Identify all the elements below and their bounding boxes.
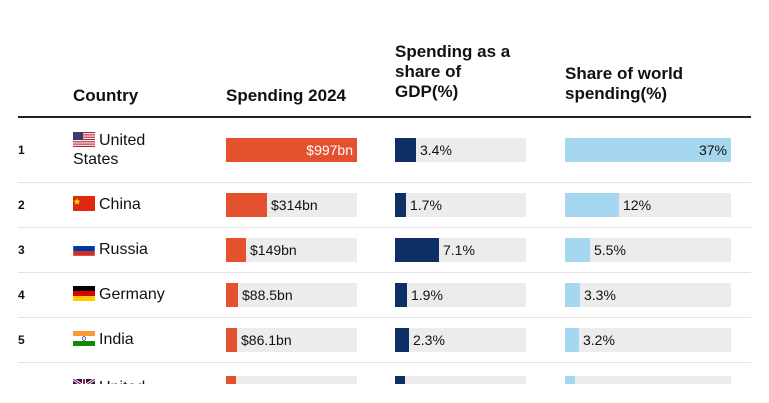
header-divider	[18, 116, 751, 118]
country-name: United	[73, 131, 145, 150]
spending-label: $314bn	[271, 197, 318, 213]
gdp-bar	[395, 283, 407, 307]
spending-track: $86.1bn	[226, 328, 357, 352]
rank-number: 1	[18, 143, 25, 157]
gdp-track: 7.1%	[395, 238, 526, 262]
gdp-track: 3.4%	[395, 138, 526, 162]
germany-flag-icon	[73, 286, 95, 301]
country-cell: China	[73, 195, 141, 214]
country-name-line-1: China	[99, 196, 141, 213]
rank-number: 2	[18, 198, 25, 212]
column-header-gdp-share: Spending as a share of GDP(%)	[395, 42, 545, 102]
spending-bar	[226, 238, 246, 262]
country-name-line-2: States	[73, 151, 119, 168]
country-name: Russia	[72, 240, 148, 259]
spending-bar	[226, 193, 267, 217]
gdp-header-line-2: share of	[395, 62, 462, 81]
share-label: 37%	[698, 142, 727, 158]
row-divider	[18, 182, 751, 183]
gdp-label: 1.9%	[411, 287, 443, 303]
spending-label: $997bn	[306, 142, 353, 158]
country-cell: Russia	[72, 240, 148, 259]
share-bar	[565, 138, 731, 162]
spending-bar	[226, 328, 237, 352]
gdp-header-line-3: GDP(%)	[395, 82, 459, 101]
column-header-country: Country	[73, 86, 139, 105]
bottom-clip	[0, 384, 769, 403]
gdp-header-line-1: Spending as a	[395, 42, 511, 61]
share-track: 5.5%	[565, 238, 731, 262]
gdp-label: 2.3%	[413, 332, 445, 348]
row-divider	[18, 272, 751, 273]
column-header-spending: Spending 2024	[226, 86, 346, 105]
country-name: India	[73, 330, 134, 349]
share-label: 3.3%	[584, 287, 616, 303]
spending-label: $88.5bn	[242, 287, 293, 303]
spending-track: $88.5bn	[226, 283, 357, 307]
gdp-track: 2.3%	[395, 328, 526, 352]
spending-bar	[226, 138, 357, 162]
china-flag-icon	[73, 196, 95, 211]
country-name-line-1: Russia	[99, 241, 148, 258]
country-cell: India	[73, 330, 134, 349]
russia-flag-icon	[72, 240, 96, 257]
rank-number: 5	[18, 333, 25, 347]
country-cell: Germany	[73, 285, 165, 304]
share-bar	[565, 193, 619, 217]
country-name-line-1: India	[99, 331, 134, 348]
spending-track: $997bn	[226, 138, 357, 162]
india-flag-icon	[73, 331, 95, 346]
country-name: China	[73, 195, 141, 214]
share-track: 3.2%	[565, 328, 731, 352]
share-track: 12%	[565, 193, 731, 217]
rank-number: 4	[18, 288, 25, 302]
share-track: 37%	[565, 138, 731, 162]
spending-label: $149bn	[250, 242, 297, 258]
gdp-label: 7.1%	[443, 242, 475, 258]
share-header-line-2: spending(%)	[565, 84, 667, 103]
country-name: Germany	[73, 285, 165, 304]
spending-track: $314bn	[226, 193, 357, 217]
gdp-label: 1.7%	[410, 197, 442, 213]
spending-track: $149bn	[226, 238, 357, 262]
share-label: 12%	[623, 197, 652, 213]
share-bar	[565, 238, 590, 262]
spending-bar	[226, 283, 238, 307]
country-name-line-1: United	[99, 132, 146, 149]
row-divider	[18, 227, 751, 228]
column-header-world-share: Share of world spending(%)	[565, 64, 725, 104]
share-label: 5.5%	[594, 242, 626, 258]
row-divider	[18, 362, 751, 363]
row-divider	[18, 317, 751, 318]
share-header-line-1: Share of world	[565, 64, 684, 83]
gdp-bar	[395, 193, 406, 217]
gdp-track: 1.7%	[395, 193, 526, 217]
rank-number: 3	[18, 243, 25, 257]
gdp-track: 1.9%	[395, 283, 526, 307]
spending-label: $86.1bn	[241, 332, 292, 348]
gdp-label: 3.4%	[420, 142, 452, 158]
country-name-line-1: Germany	[99, 286, 165, 303]
share-track: 3.3%	[565, 283, 731, 307]
gdp-bar	[395, 328, 409, 352]
country-cell: United States	[73, 131, 145, 169]
gdp-bar	[395, 138, 416, 162]
gdp-bar	[395, 238, 439, 262]
us-flag-icon	[73, 132, 95, 147]
share-bar	[565, 283, 580, 307]
share-label: 3.2%	[583, 332, 615, 348]
share-bar	[565, 328, 579, 352]
